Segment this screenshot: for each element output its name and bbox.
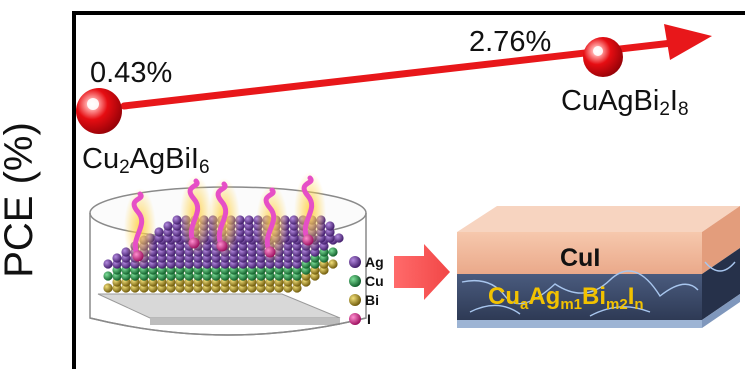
- vapor-trail: [187, 178, 201, 246]
- data-point-1: [76, 88, 122, 134]
- atom: [328, 247, 338, 257]
- legend-bi-swatch: [349, 294, 361, 306]
- data-point-2-compound: CuAgBi2I8: [561, 85, 689, 120]
- atom: [103, 283, 113, 293]
- vapor-trail: [301, 175, 315, 243]
- atom: [103, 271, 113, 281]
- atom: [103, 259, 113, 269]
- atom: [334, 233, 344, 243]
- iodine-atom: [188, 237, 200, 249]
- iodine-vapor: [124, 172, 326, 268]
- legend-cu-label: Cu: [365, 273, 384, 289]
- atom: [325, 221, 335, 231]
- atom: [172, 215, 182, 225]
- legend-ag-label: Ag: [365, 254, 384, 270]
- process-arrow: [394, 244, 450, 300]
- y-axis-label: PCE (%): [0, 122, 41, 278]
- vapor-trail: [263, 187, 277, 255]
- legend-bi-label: Bi: [365, 292, 379, 308]
- atom: [244, 215, 254, 225]
- axes-frame: [72, 11, 745, 369]
- atom: [328, 259, 338, 269]
- legend-i-label: I: [367, 311, 371, 327]
- vapor-trail: [131, 191, 145, 259]
- legend-i-swatch: [349, 313, 361, 325]
- cui-layer-label: CuI: [560, 244, 600, 272]
- atomic-layers: [103, 215, 344, 293]
- legend-ag-swatch: [349, 256, 361, 268]
- atom: [163, 221, 173, 231]
- atom: [154, 227, 164, 237]
- device-stack: [457, 206, 740, 328]
- legend-cu-swatch: [349, 275, 361, 287]
- data-point-2-value: 2.76%: [469, 26, 551, 58]
- atom: [112, 253, 122, 263]
- data-point-1-value: 0.43%: [90, 57, 172, 89]
- trend-arrow: [120, 24, 712, 110]
- data-point-1-compound: Cu2AgBiI6: [82, 143, 210, 178]
- data-point-2: [583, 37, 623, 77]
- vapor-trail: [215, 181, 229, 249]
- active-layer-label: CuaAgm1Bim2In: [488, 283, 644, 313]
- iodine-atom: [302, 234, 314, 246]
- iodine-atom: [264, 246, 276, 258]
- iodine-atom: [132, 250, 144, 262]
- atom-legend: Ag Cu Bi I: [349, 254, 384, 327]
- iodine-atom: [216, 240, 228, 252]
